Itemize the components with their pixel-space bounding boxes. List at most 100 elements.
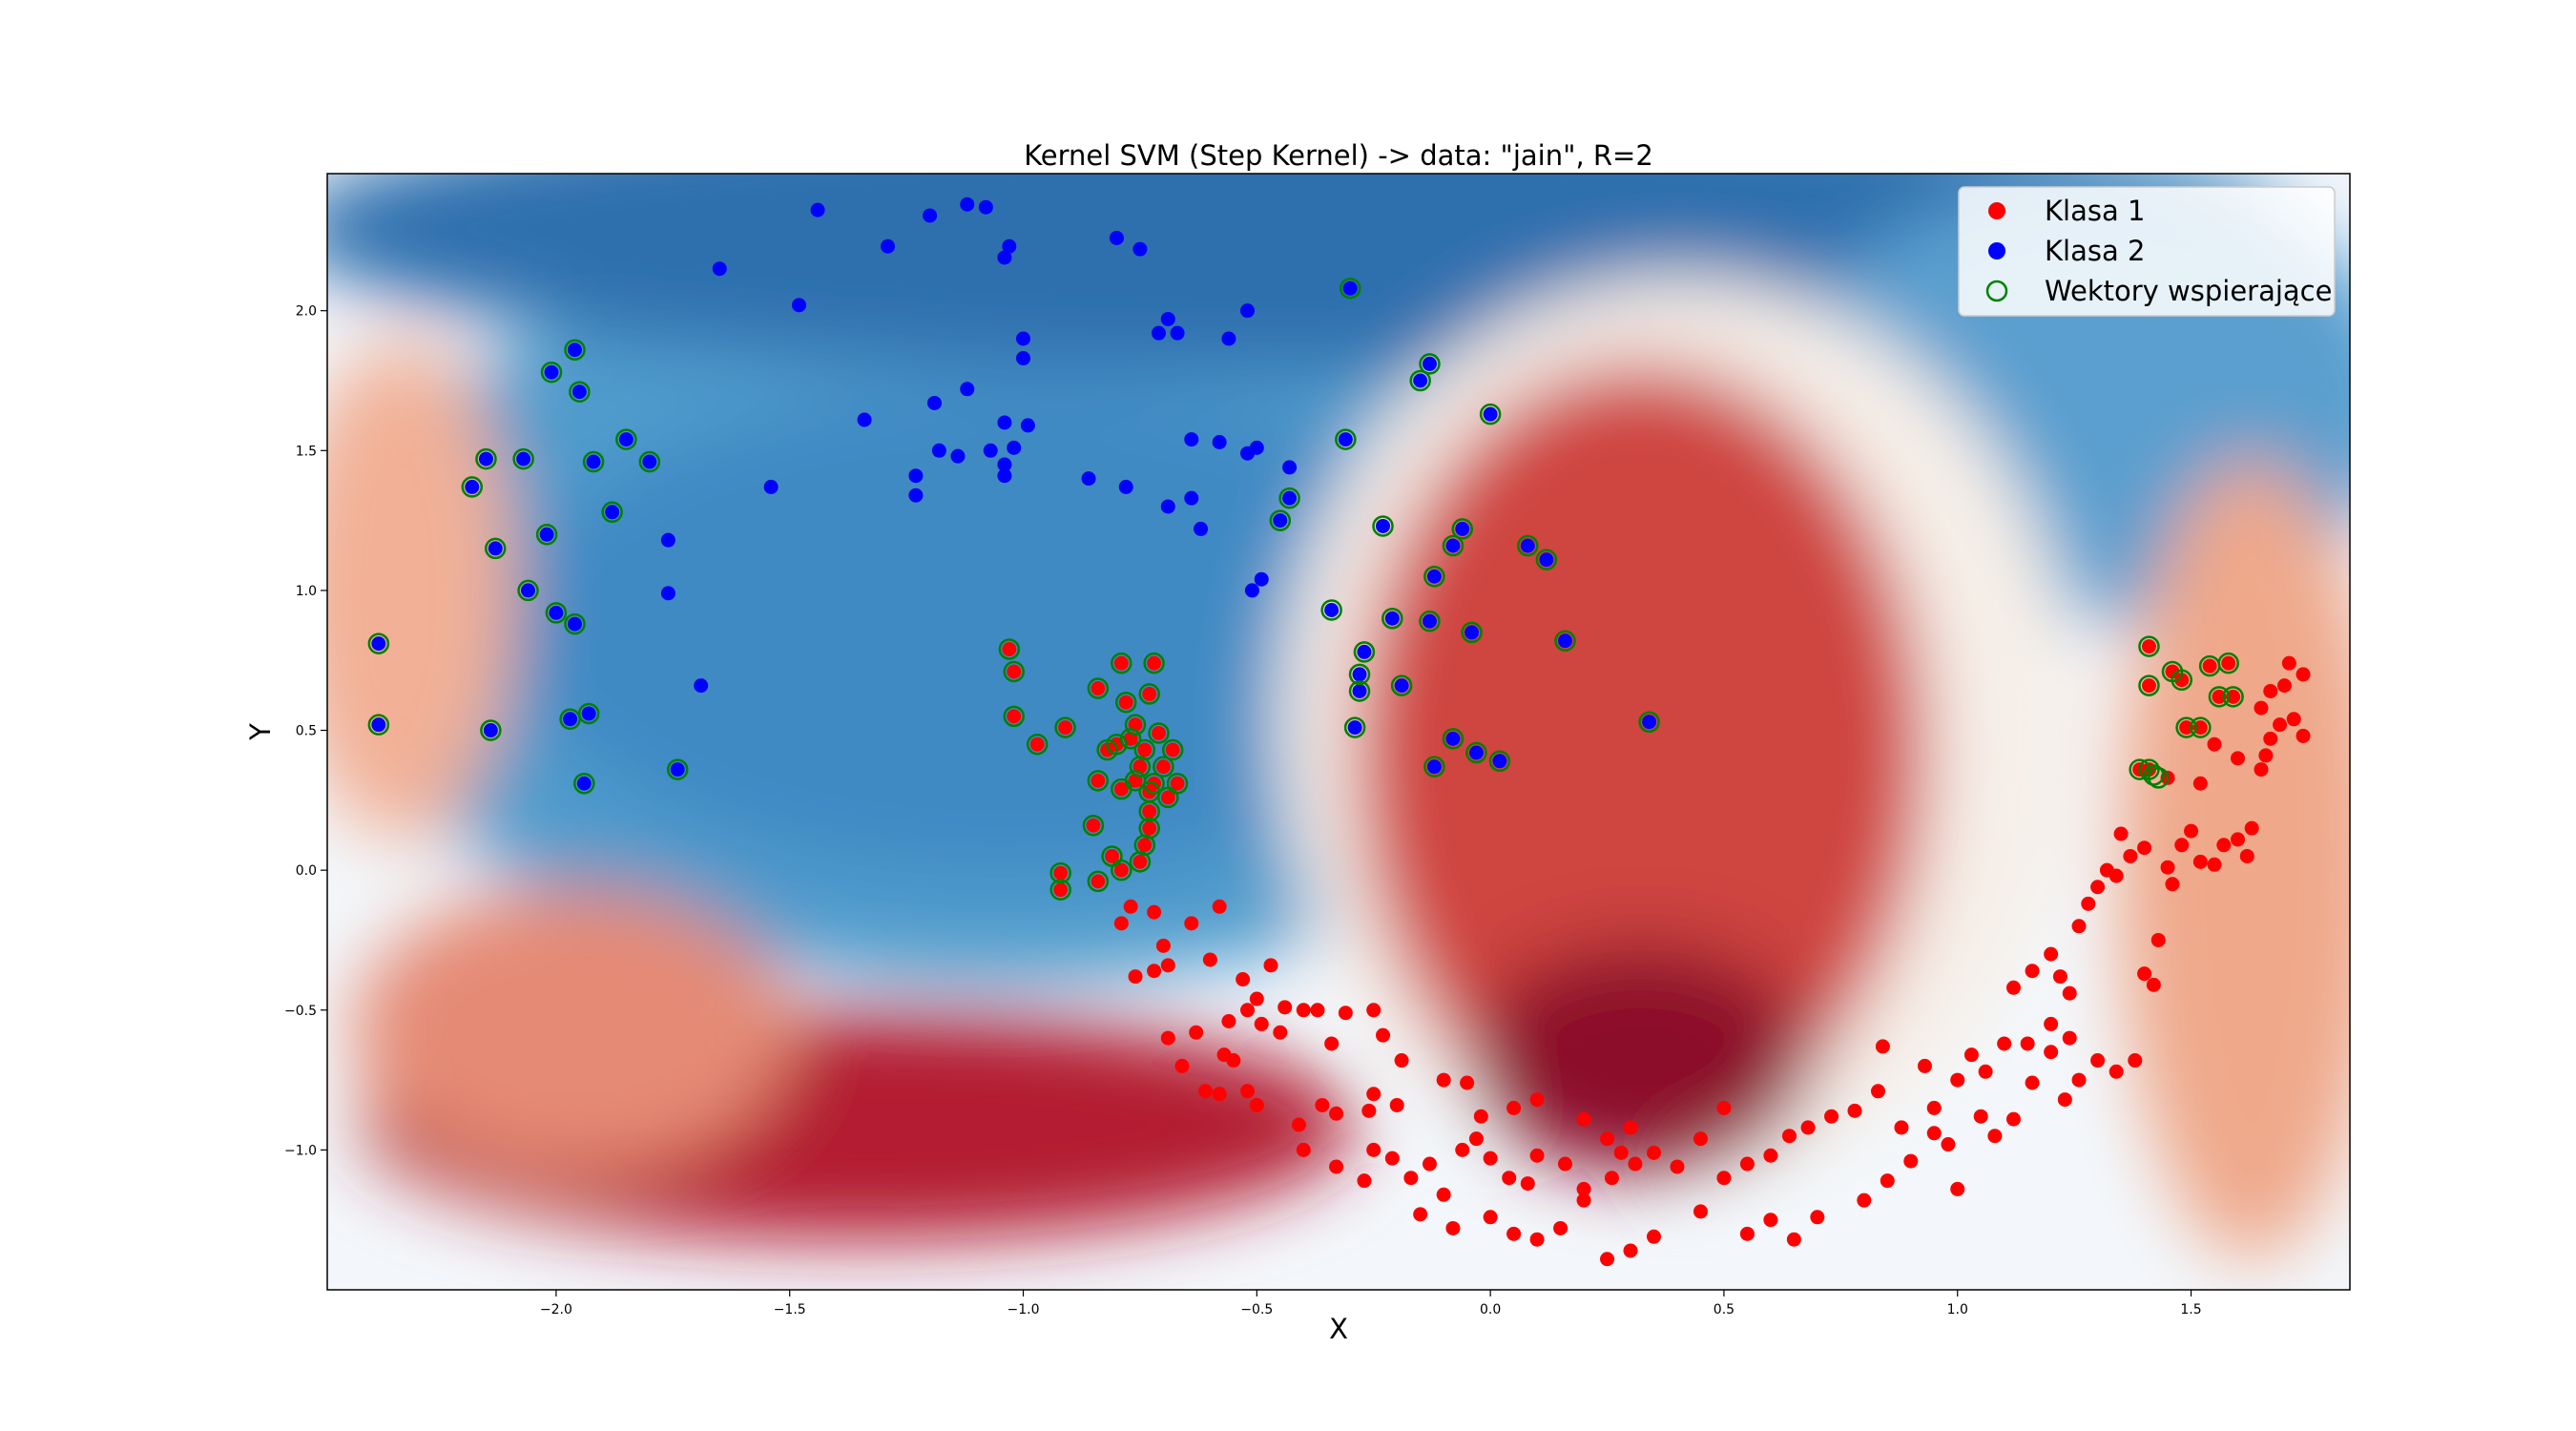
class1-point [1132,854,1148,869]
class1-point [2174,673,2190,688]
class1-point [2044,946,2059,962]
support-vector-ring [1026,733,1049,756]
class2-point [1557,633,1572,649]
class2-point [660,532,675,548]
class1-point [1197,1084,1213,1099]
class1-point [2165,877,2180,892]
support-vector-ring [1111,652,1132,674]
class1-point [1029,736,1045,752]
plot-frame [326,173,2351,1291]
class2-point [478,451,493,467]
support-vector-ring [461,476,484,498]
support-vector-ring [2217,652,2239,674]
class2-point [1016,351,1031,366]
support-vector-ring [1419,353,1441,375]
class2-point [763,479,779,494]
class1-point [1716,1100,1732,1115]
class1-point [1781,1129,1797,1144]
y-tick-label: 1.5 [296,444,317,459]
class1-point [1315,1097,1330,1112]
class1-point [1357,1173,1372,1189]
class1-point [1941,1137,1956,1152]
class2-point [618,432,634,447]
class1-point [1436,1072,1451,1088]
class1-point [2230,832,2245,847]
class2-point [1184,490,1199,506]
class2-point [581,706,596,721]
class2-point [576,776,592,791]
class1-point [1155,759,1171,775]
support-vector-ring [1143,652,1165,674]
class1-point [1763,1213,1778,1228]
support-vector-ring [1129,756,1152,778]
class1-point [1810,1210,1825,1225]
class2-point [1445,538,1461,553]
support-vector-ring [1157,786,1179,809]
class1-point [1086,818,1101,833]
class1-point [1376,1027,1391,1043]
class1-point [1613,1145,1629,1160]
class2-point [931,443,946,458]
class1-point [1263,958,1278,973]
class2-point [1520,538,1535,553]
class2-point [997,457,1012,472]
support-vector-ring [1003,705,1025,728]
class2-point [978,199,993,215]
class1-point [2212,689,2227,704]
class2-point [567,616,582,632]
class1-point [1366,1142,1381,1157]
class1-point [2263,683,2278,698]
x-tick-label: −1.5 [774,1302,806,1317]
class1-point [1646,1145,1661,1160]
class1-point [2081,896,2096,911]
support-vector-ring [564,339,586,361]
class1-point [1137,742,1153,757]
class1-point [2052,969,2067,985]
class1-point [1202,952,1217,967]
class1-point [1403,1171,1419,1186]
support-vector-ring [1423,756,1445,778]
class1-point [1903,1153,1919,1169]
class1-point [1506,1226,1522,1241]
class1-point [1557,1156,1572,1172]
support-vector-ring [1409,369,1431,392]
class2-point [1282,490,1298,506]
support-vector-ring [1087,770,1110,792]
class2-point [1352,683,1367,698]
class1-point [1693,1131,1708,1147]
class1-point [2160,860,2175,875]
support-vector-ring [1348,663,1371,686]
class2-point [516,451,531,467]
class1-point [1394,1053,1409,1068]
y-tick-label: 0.0 [296,863,317,879]
legend-marker-support [1985,280,2008,302]
class1-point [1366,1087,1381,1102]
class2-point [586,454,601,469]
class1-point [1445,1220,1461,1235]
class1-point [1174,1058,1190,1073]
class1-point [1329,1159,1344,1174]
support-vector-ring [1138,800,1160,822]
support-vector-ring [1348,680,1371,702]
class1-point [1278,1000,1293,1015]
support-vector-ring [512,447,534,470]
support-vector-ring [601,501,623,524]
support-vector-ring [1278,487,1300,509]
class1-point [1212,899,1227,914]
class1-point [1529,1092,1545,1108]
support-vector-ring [1638,711,1660,733]
class1-point [1113,781,1129,797]
class2-point [521,583,536,598]
support-vector-ring [517,579,539,602]
class1-point [1240,1084,1256,1099]
class2-point [1342,280,1358,296]
class2-point [1426,759,1442,775]
class1-point [2254,700,2269,716]
class1-point [1436,1187,1451,1202]
class1-point [1987,1129,2003,1144]
class2-point [1376,518,1391,533]
class1-point [1917,1058,1932,1073]
class1-point [1800,1120,1816,1135]
class2-point [1132,241,1148,257]
class2-point [1422,356,1437,371]
